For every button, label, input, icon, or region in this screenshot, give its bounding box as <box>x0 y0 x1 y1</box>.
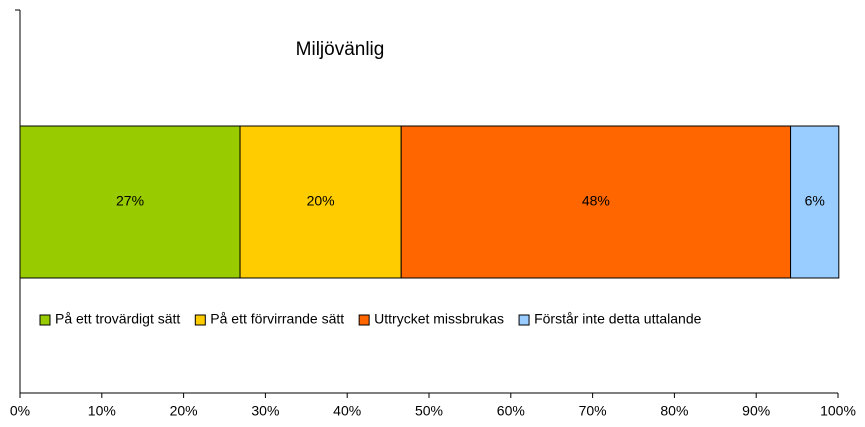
x-tick-label: 0% <box>10 403 30 419</box>
x-tick-label: 80% <box>660 403 688 419</box>
x-tick-label: 10% <box>88 403 116 419</box>
data-label: 20% <box>307 193 335 209</box>
x-tick-label: 100% <box>820 403 856 419</box>
legend-swatch <box>39 314 51 326</box>
data-label: 48% <box>582 193 610 209</box>
bar-segment <box>400 125 792 279</box>
legend-label: Uttrycket missbrukas <box>374 311 504 327</box>
legend-label: Förstår inte detta uttalande <box>534 311 702 327</box>
x-tick-label: 90% <box>742 403 770 419</box>
data-label: 6% <box>805 193 825 209</box>
chart-title: Miljövänlig <box>296 39 385 60</box>
legend-swatch <box>194 314 206 326</box>
bar-segment <box>790 125 840 279</box>
legend-label: På ett förvirrande sätt <box>210 311 344 327</box>
data-label: 27% <box>116 193 144 209</box>
x-tick-label: 70% <box>579 403 607 419</box>
x-tick-label: 40% <box>333 403 361 419</box>
legend-swatch <box>518 314 530 326</box>
x-tick-label: 50% <box>415 403 443 419</box>
x-tick-label: 30% <box>251 403 279 419</box>
x-tick-label: 20% <box>170 403 198 419</box>
legend-swatch <box>358 314 370 326</box>
bar-segment <box>19 125 241 279</box>
x-tick-label: 60% <box>497 403 525 419</box>
legend-label: På ett trovärdigt sätt <box>55 311 180 327</box>
